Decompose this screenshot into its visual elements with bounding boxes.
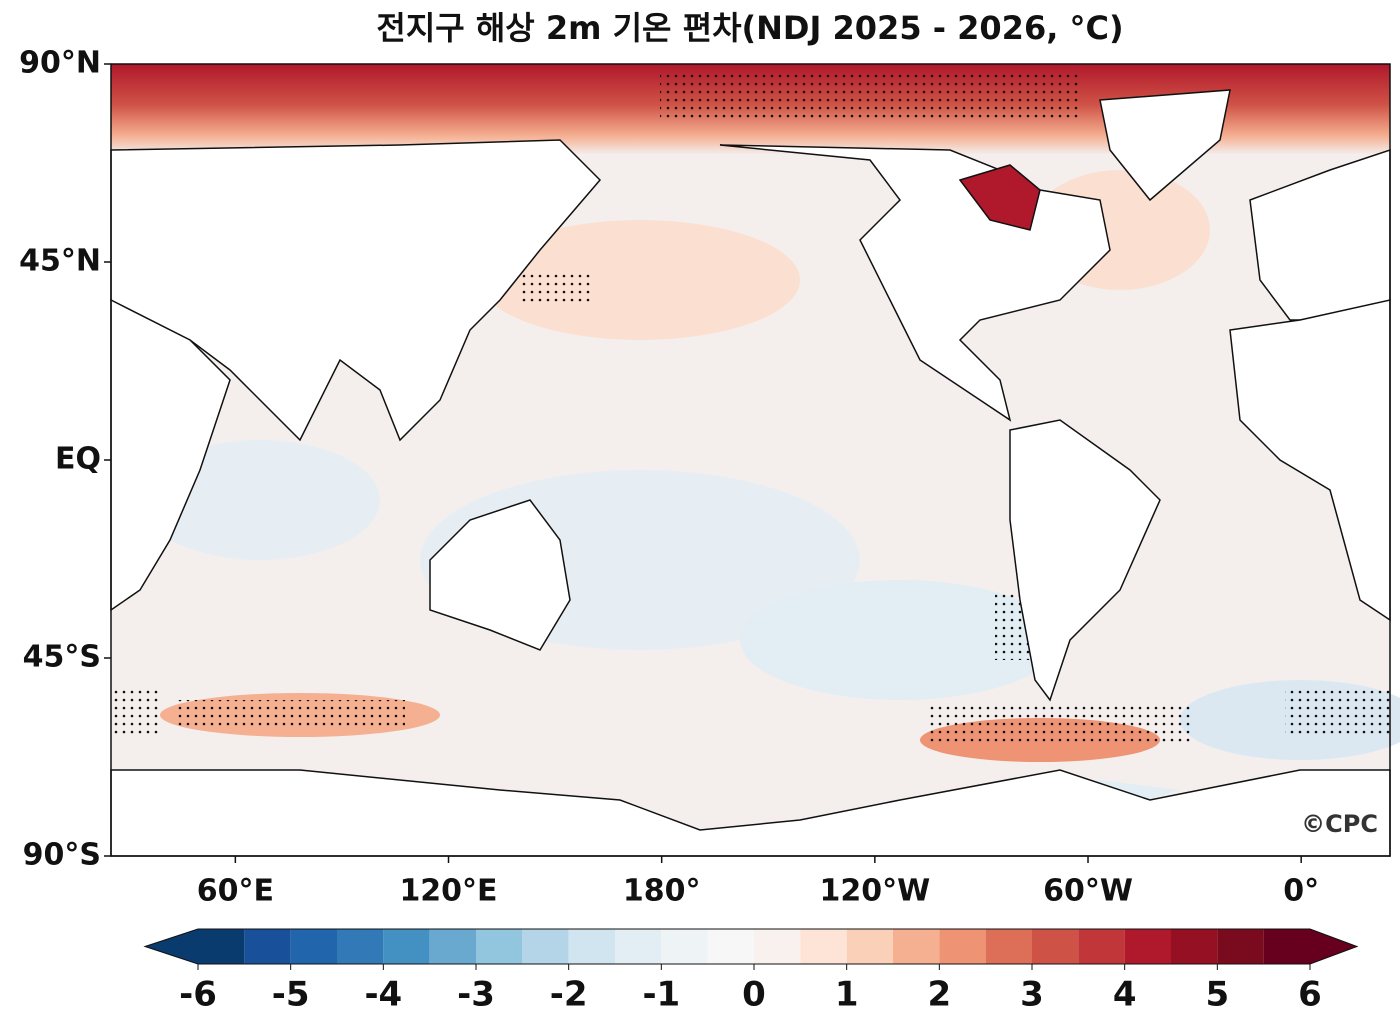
colorbar-tick-label: -3 — [457, 975, 495, 1012]
y-tick-label: 45°N — [19, 244, 101, 279]
colorbar-tick-label: 3 — [1020, 975, 1044, 1012]
colorbar-tick-label: -1 — [642, 975, 680, 1012]
y-tick-label: 45°S — [23, 640, 101, 675]
title: 전지구 해상 2m 기온 편차(NDJ 2025 - 2026, °C) — [376, 9, 1123, 47]
colorbar-tick-label: 4 — [1113, 975, 1137, 1012]
colorbar-bin — [615, 929, 662, 964]
colorbar-bin — [383, 929, 430, 964]
land-greenland — [1099, 89, 1231, 202]
colorbar-bin — [244, 929, 291, 964]
colorbar-bin — [939, 929, 986, 964]
colorbar-extend-high — [1310, 929, 1357, 964]
colorbar-bin — [893, 929, 940, 964]
land-africa — [1229, 299, 1391, 622]
colorbar-bin — [429, 929, 476, 964]
anomaly-area — [480, 220, 800, 340]
map: ©CPC — [110, 63, 1400, 857]
colorbar-bin — [1217, 929, 1264, 964]
colorbar-tick-label: 6 — [1298, 975, 1322, 1012]
colorbar-bin — [985, 929, 1032, 964]
x-tick-label: 60°W — [1043, 874, 1133, 909]
colorbar-bin — [661, 929, 708, 964]
colorbar-tick-label: -2 — [550, 975, 588, 1012]
colorbar-tick-label: 2 — [927, 975, 951, 1012]
x-tick-label: 0° — [1283, 874, 1319, 909]
stippling — [175, 700, 405, 730]
anomaly-area — [740, 580, 1060, 700]
stippling — [520, 270, 590, 305]
colorbar-bin — [754, 929, 801, 964]
x-tick-label: 180° — [623, 874, 701, 909]
land-south-america — [1009, 419, 1161, 702]
colorbar-bin — [1171, 929, 1218, 964]
colorbar-bin — [1263, 929, 1310, 964]
y-tick-label: 90°S — [23, 838, 101, 873]
colorbar-bin — [1124, 929, 1171, 964]
y-tick-label: 90°N — [19, 46, 101, 81]
stippling — [1285, 690, 1390, 735]
x-tick-label: 60°E — [197, 874, 274, 909]
colorbar-tick-label: 1 — [835, 975, 859, 1012]
land-africa — [110, 298, 231, 612]
colorbar-bin — [522, 929, 569, 964]
colorbar-bin — [707, 929, 754, 964]
colorbar-extend-low — [145, 929, 198, 964]
colorbar-tick-label: 5 — [1205, 975, 1229, 1012]
colorbar-bin — [846, 929, 893, 964]
y-tick-label: EQ — [55, 442, 101, 477]
stippling — [930, 705, 1190, 745]
land-australia — [429, 499, 571, 651]
colorbar-bin — [1032, 929, 1079, 964]
stippling — [110, 690, 160, 735]
x-tick-label: 120°W — [819, 874, 930, 909]
colorbar-bin — [198, 929, 245, 964]
colorbar-bin — [800, 929, 847, 964]
colorbar-bin — [290, 929, 337, 964]
colorbar-tick-label: -4 — [364, 975, 402, 1012]
colorbar-bin — [337, 929, 384, 964]
colorbar-tick-label: 0 — [742, 975, 766, 1012]
colorbar-bin — [568, 929, 615, 964]
x-tick-label: 120°E — [399, 874, 497, 909]
colorbar-tick-label: -6 — [179, 975, 217, 1012]
credit: ©CPC — [1301, 810, 1378, 838]
anomaly-hudson-bay — [958, 164, 1041, 231]
stippling — [660, 72, 1080, 122]
colorbar-bin — [476, 929, 523, 964]
colorbar-bin — [1078, 929, 1125, 964]
colorbar-tick-label: -5 — [272, 975, 310, 1012]
